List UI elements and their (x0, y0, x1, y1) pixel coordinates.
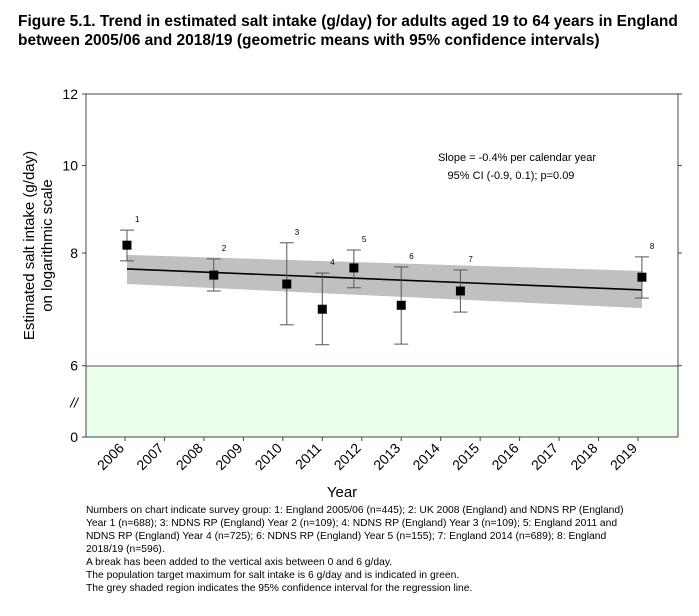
note: Numbers on chart indicate survey group: … (86, 505, 624, 555)
x-tick-label: 2018 (567, 440, 600, 473)
x-tick-label: 2010 (252, 440, 285, 473)
y-tick-label: 6 (70, 358, 78, 374)
note: The population target maximum for salt i… (86, 570, 460, 581)
note: The grey shaded region indicates the 95%… (86, 583, 473, 594)
x-tick-label: 2012 (331, 440, 364, 473)
data-point (209, 270, 219, 280)
point-label: 6 (409, 252, 414, 261)
y-axis-label: on logarithmic scale (39, 179, 56, 312)
y-tick-label: 12 (62, 86, 78, 102)
y-axis-label: Estimated salt intake (g/day) (21, 151, 38, 340)
data-point (349, 263, 359, 273)
target-region (86, 366, 678, 437)
y-tick-label: 8 (70, 245, 78, 261)
x-tick-label: 2017 (528, 440, 561, 473)
x-tick-label: 2008 (173, 440, 206, 473)
x-tick-label: 2009 (212, 440, 245, 473)
x-tick-label: 2013 (370, 440, 403, 473)
data-point (637, 272, 647, 282)
note: A break has been added to the vertical a… (86, 557, 393, 568)
point-label: 1 (135, 215, 140, 224)
y-tick-label: 0 (70, 429, 78, 445)
data-point (282, 279, 292, 289)
x-tick-label: 2015 (449, 440, 482, 473)
point-label: 3 (295, 228, 300, 237)
x-tick-label: 2006 (94, 440, 127, 473)
y-break-label: // (69, 395, 80, 411)
data-point (317, 304, 327, 314)
x-tick-label: 2011 (292, 440, 325, 473)
data-point (122, 240, 132, 250)
point-label: 2 (222, 244, 227, 253)
point-label: 7 (468, 255, 473, 264)
ci-annotation: 95% CI (-0.9, 0.1); p=0.09 (448, 170, 575, 182)
ci-band (126, 254, 642, 309)
data-point (396, 300, 406, 310)
point-label: 4 (330, 258, 335, 267)
point-label: 5 (362, 235, 367, 244)
x-tick-label: 2019 (607, 440, 640, 473)
y-tick-label: 10 (62, 157, 78, 173)
data-point (455, 286, 465, 296)
figure-title: Figure 5.1. Trend in estimated salt inta… (18, 13, 678, 49)
x-axis-label: Year (327, 484, 357, 501)
x-tick-label: 2016 (488, 440, 521, 473)
point-label: 8 (650, 242, 655, 251)
slope-annotation: Slope = -0.4% per calendar year (438, 152, 596, 164)
chart-notes: Numbers on chart indicate survey group: … (86, 504, 646, 595)
x-tick-label: 2007 (133, 440, 166, 473)
x-tick-label: 2014 (409, 440, 442, 473)
